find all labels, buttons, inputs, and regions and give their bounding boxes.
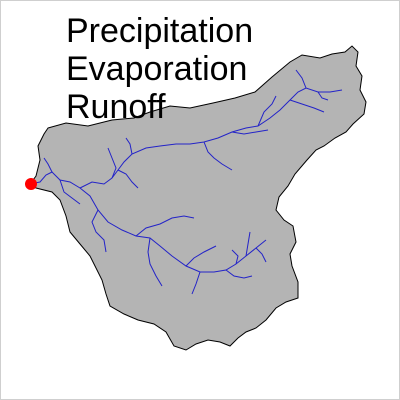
river-tributary: [317, 91, 329, 101]
watershed-basin: [29, 45, 367, 351]
title-line-evaporation: Evaporation: [66, 50, 248, 88]
river-tributary: [191, 271, 201, 295]
river-tributary: [295, 69, 307, 89]
river-tributary: [185, 245, 217, 267]
river-tributary: [91, 209, 107, 253]
river-tributary: [43, 157, 53, 173]
title-line-runoff: Runoff: [66, 88, 166, 126]
river-tributary: [135, 215, 195, 237]
river-network: [29, 69, 343, 295]
river-tributary: [225, 269, 253, 279]
river-tributary: [231, 249, 239, 265]
river-tributary: [107, 147, 117, 179]
title-block: Precipitation Evaporation Runoff: [66, 12, 253, 126]
river-tributary: [245, 231, 251, 257]
river-tributary: [147, 237, 163, 287]
river-tributary: [125, 137, 133, 155]
outlet-point-icon: [25, 178, 37, 190]
river-tributary: [59, 179, 81, 205]
river-tributary: [255, 247, 267, 263]
river-northeast-branch: [79, 87, 343, 189]
title-line-precipitation: Precipitation: [66, 12, 254, 50]
river-tributary: [257, 95, 277, 127]
river-tributary: [117, 169, 139, 189]
river-tributary: [289, 99, 325, 113]
river-tributary: [203, 141, 233, 171]
river-tributary: [231, 129, 269, 135]
